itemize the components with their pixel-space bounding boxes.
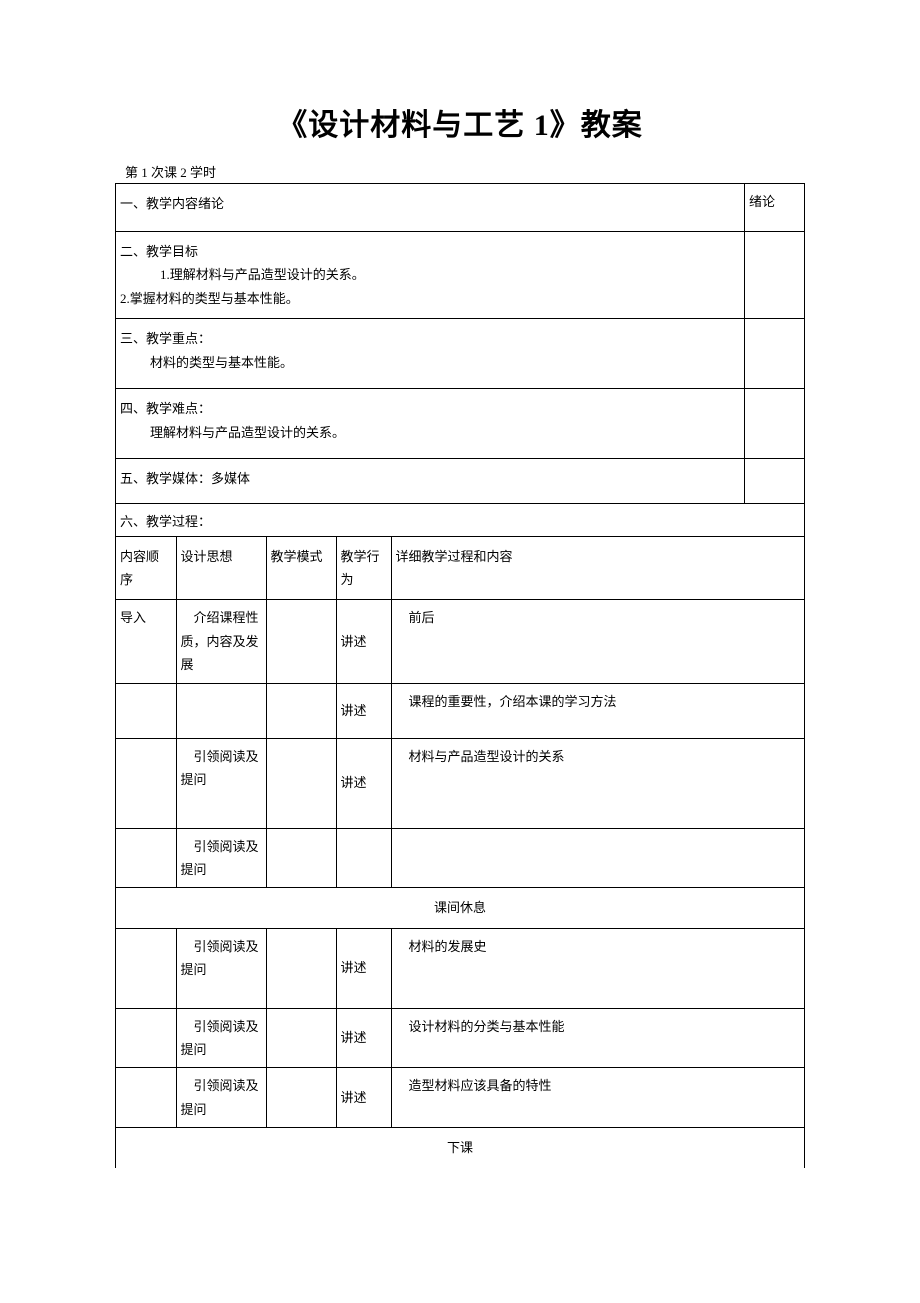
row3-mode [266, 738, 336, 828]
row5-action: 讲述 [336, 928, 391, 1008]
section-2-label: 二、教学目标 [120, 240, 740, 263]
row3-thought: 引领阅读及提问 [176, 738, 266, 828]
row7-detail: 造型材料应该具备的特性 [391, 1068, 804, 1128]
row5-thought: 引领阅读及提问 [176, 928, 266, 1008]
process-row-4: 引领阅读及提问 [116, 828, 804, 888]
lesson-plan-table: 一、教学内容绪论 绪论 二、教学目标 1.理解材料与产品造型设计的关系。 2.掌… [115, 183, 805, 1168]
end-label: 下课 [116, 1128, 804, 1168]
row5-mode [266, 928, 336, 1008]
header-seq: 内容顺序 [116, 536, 176, 600]
process-row-2: 讲述 课程的重要性，介绍本课的学习方法 [116, 683, 804, 738]
row6-mode [266, 1008, 336, 1068]
row2-detail: 课程的重要性，介绍本课的学习方法 [391, 683, 804, 738]
break-label: 课间休息 [116, 888, 804, 928]
section-1-row: 一、教学内容绪论 绪论 [116, 184, 805, 232]
section-3-row: 三、教学重点： 材料的类型与基本性能。 [116, 319, 805, 389]
end-row: 下课 [116, 1128, 804, 1168]
row1-detail: 前后 [391, 600, 804, 683]
section-2-line2: 2.掌握材料的类型与基本性能。 [120, 287, 740, 310]
section-4-text: 理解材料与产品造型设计的关系。 [120, 421, 740, 444]
section-5-content: 五、教学媒体：多媒体 [116, 459, 745, 504]
section-5-row: 五、教学媒体：多媒体 [116, 459, 805, 504]
process-header-row: 内容顺序 设计思想 教学模式 教学行为 详细教学过程和内容 [116, 536, 804, 600]
break-row: 课间休息 [116, 888, 804, 928]
header-mode: 教学模式 [266, 536, 336, 600]
document-title: 《设计材料与工艺 1》教案 [115, 100, 805, 144]
process-row-6: 引领阅读及提问 讲述 设计材料的分类与基本性能 [116, 1008, 804, 1068]
row4-detail [391, 828, 804, 888]
section-2-row: 二、教学目标 1.理解材料与产品造型设计的关系。 2.掌握材料的类型与基本性能。 [116, 232, 805, 319]
section-1-content: 一、教学内容绪论 [116, 184, 745, 232]
process-table: 内容顺序 设计思想 教学模式 教学行为 详细教学过程和内容 导入 介绍课程性质，… [116, 536, 804, 1168]
row3-seq [116, 738, 176, 828]
section-5-label: 五、教学媒体：多媒体 [120, 471, 250, 486]
section-3-text: 材料的类型与基本性能。 [120, 351, 740, 374]
row7-action: 讲述 [336, 1068, 391, 1128]
row4-mode [266, 828, 336, 888]
row7-mode [266, 1068, 336, 1128]
section-2-right [745, 232, 805, 319]
process-row-5: 引领阅读及提问 讲述 材料的发展史 [116, 928, 804, 1008]
row7-seq [116, 1068, 176, 1128]
row2-seq [116, 683, 176, 738]
section-6-label: 六、教学过程： [116, 504, 804, 535]
row6-action: 讲述 [336, 1008, 391, 1068]
header-thought: 设计思想 [176, 536, 266, 600]
row6-detail: 设计材料的分类与基本性能 [391, 1008, 804, 1068]
row1-mode [266, 600, 336, 683]
section-3-label: 三、教学重点： [120, 327, 740, 350]
section-3-right [745, 319, 805, 389]
section-2-line1: 1.理解材料与产品造型设计的关系。 [120, 263, 740, 286]
row1-action: 讲述 [336, 600, 391, 683]
row6-thought: 引领阅读及提问 [176, 1008, 266, 1068]
header-detail: 详细教学过程和内容 [391, 536, 804, 600]
row5-detail: 材料的发展史 [391, 928, 804, 1008]
section-4-right [745, 389, 805, 459]
process-row-7: 引领阅读及提问 讲述 造型材料应该具备的特性 [116, 1068, 804, 1128]
section-3-content: 三、教学重点： 材料的类型与基本性能。 [116, 319, 745, 389]
process-row-1: 导入 介绍课程性质，内容及发展 讲述 前后 [116, 600, 804, 683]
row1-seq: 导入 [116, 600, 176, 683]
section-4-label: 四、教学难点： [120, 397, 740, 420]
section-1-label: 一、教学内容绪论 [120, 196, 224, 211]
section-2-content: 二、教学目标 1.理解材料与产品造型设计的关系。 2.掌握材料的类型与基本性能。 [116, 232, 745, 319]
row2-action: 讲述 [336, 683, 391, 738]
section-5-right [745, 459, 805, 504]
section-4-content: 四、教学难点： 理解材料与产品造型设计的关系。 [116, 389, 745, 459]
header-action: 教学行为 [336, 536, 391, 600]
row4-thought: 引领阅读及提问 [176, 828, 266, 888]
row2-mode [266, 683, 336, 738]
lesson-info: 第 1 次课 2 学时 [115, 162, 805, 181]
row7-thought: 引领阅读及提问 [176, 1068, 266, 1128]
process-row-3: 引领阅读及提问 讲述 材料与产品造型设计的关系 [116, 738, 804, 828]
row4-seq [116, 828, 176, 888]
section-1-right: 绪论 [745, 184, 805, 232]
section-6-content: 六、教学过程： 内容顺序 设计思想 教学模式 教学行为 详细教学过程和内容 导入… [116, 504, 805, 1168]
row6-seq [116, 1008, 176, 1068]
section-6-row: 六、教学过程： 内容顺序 设计思想 教学模式 教学行为 详细教学过程和内容 导入… [116, 504, 805, 1168]
row3-detail: 材料与产品造型设计的关系 [391, 738, 804, 828]
row4-action [336, 828, 391, 888]
section-4-row: 四、教学难点： 理解材料与产品造型设计的关系。 [116, 389, 805, 459]
row2-thought [176, 683, 266, 738]
row3-action: 讲述 [336, 738, 391, 828]
row5-seq [116, 928, 176, 1008]
row1-thought: 介绍课程性质，内容及发展 [176, 600, 266, 683]
